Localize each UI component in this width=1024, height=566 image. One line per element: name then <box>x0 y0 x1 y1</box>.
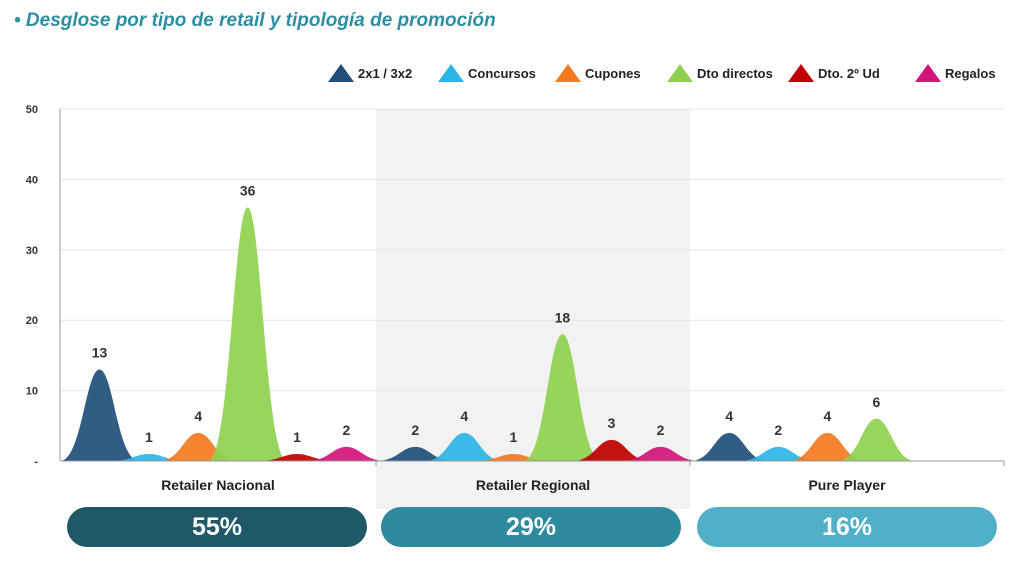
legend-triangle-icon <box>438 64 464 82</box>
data-label: 1 <box>293 429 301 445</box>
data-label: 4 <box>460 408 468 424</box>
data-label: 2 <box>411 422 419 438</box>
data-label: 4 <box>725 408 733 424</box>
area-peak <box>621 446 700 461</box>
data-label: 2 <box>657 422 665 438</box>
data-label: 4 <box>823 408 831 424</box>
area-peak <box>788 432 867 461</box>
area-peak <box>572 439 651 461</box>
y-tick-label: 40 <box>26 174 38 186</box>
legend-triangle-icon <box>555 64 581 82</box>
y-tick-label: 10 <box>26 386 38 398</box>
share-pill-pure-player: 16% <box>697 507 997 547</box>
area-peak <box>739 446 818 461</box>
y-tick-label: 30 <box>26 245 38 257</box>
y-tick-label: 20 <box>26 315 38 327</box>
category-label: Retailer Nacional <box>161 477 275 493</box>
area-peak <box>208 207 288 461</box>
area-peak <box>376 446 455 461</box>
data-label: 1 <box>509 429 517 445</box>
legend-label: Cupones <box>585 65 641 81</box>
legend-triangle-icon <box>328 64 354 82</box>
legend-item: Dto. 2º Ud <box>786 60 880 86</box>
data-label: 3 <box>608 415 616 431</box>
y-tick-label: - <box>34 456 38 468</box>
legend-label: 2x1 / 3x2 <box>358 65 413 81</box>
data-label: 4 <box>194 408 202 424</box>
data-label: 36 <box>240 183 256 199</box>
area-peak <box>425 432 504 461</box>
legend-item: Concursos <box>436 60 536 86</box>
legend-triangle-icon <box>667 64 693 82</box>
legend-triangle-icon <box>915 64 941 82</box>
legend: 2x1 / 3x2 Concursos Cupones Dto directos… <box>326 60 1016 86</box>
category-label: Retailer Regional <box>476 477 590 493</box>
legend-item: Dto directos <box>665 60 773 86</box>
area-peak <box>60 369 139 461</box>
area-peak <box>523 334 602 461</box>
category-label: Pure Player <box>808 477 886 493</box>
data-label: 13 <box>92 344 108 360</box>
area-peak <box>306 446 386 461</box>
highlight-band <box>376 109 690 509</box>
legend-label: Dto directos <box>697 65 773 81</box>
data-label: 6 <box>873 394 881 410</box>
data-label: 2 <box>342 422 350 438</box>
legend-item: Regalos <box>913 60 996 86</box>
legend-label: Dto. 2º Ud <box>818 65 880 81</box>
data-label: 1 <box>145 429 153 445</box>
data-label: 2 <box>774 422 782 438</box>
legend-triangle-icon <box>788 64 814 82</box>
legend-label: Concursos <box>468 65 536 81</box>
area-peak <box>837 418 916 461</box>
area-peak <box>257 453 337 461</box>
share-pill-nacional: 55% <box>67 507 367 547</box>
legend-label: Regalos <box>945 65 996 81</box>
share-pill-regional: 29% <box>381 507 681 547</box>
chart-title: • Desglose por tipo de retail y tipologí… <box>14 10 496 31</box>
legend-item: 2x1 / 3x2 <box>326 60 412 86</box>
area-peak <box>690 432 769 461</box>
data-label: 18 <box>555 309 571 325</box>
legend-item: Cupones <box>553 60 641 86</box>
y-tick-label: 50 <box>26 104 38 116</box>
